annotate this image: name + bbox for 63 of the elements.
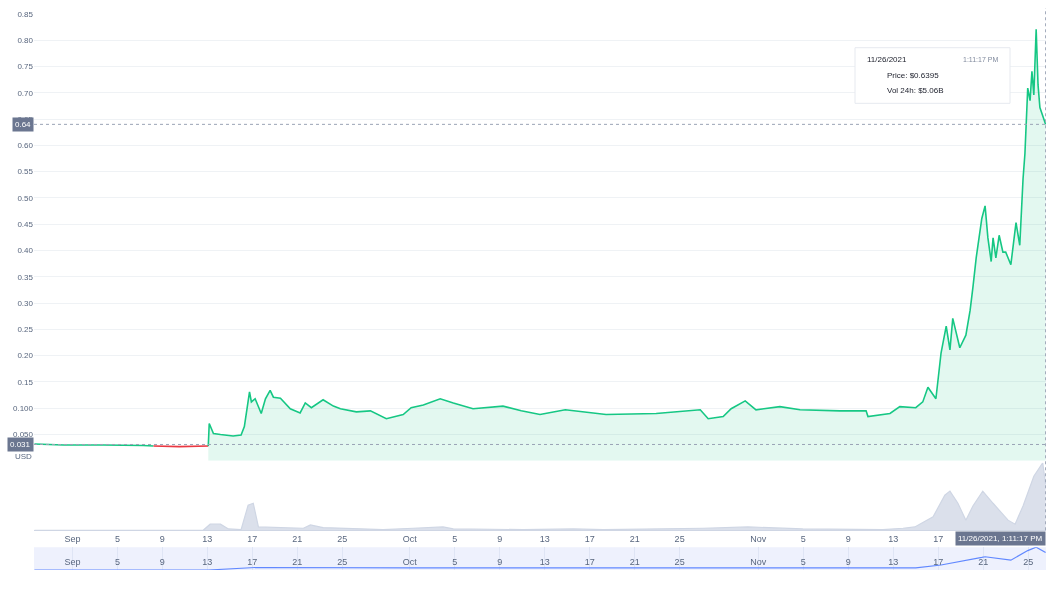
x-tick-label: 13: [202, 557, 213, 568]
ref-line-label: 0.031: [10, 440, 31, 449]
x-tick-label: 9: [845, 557, 851, 568]
x-tick-label: Nov: [750, 534, 767, 545]
x-tick-label: 17: [933, 534, 944, 545]
x-tick-label: 17: [584, 534, 595, 545]
x-tick-label: 25: [337, 557, 348, 568]
x-tick-label: 17: [247, 534, 258, 545]
x-tick-label: 13: [539, 557, 550, 568]
y-axis-title: USD: [15, 452, 33, 461]
x-tick-label: 5: [800, 557, 806, 568]
x-tick-label: 25: [337, 534, 348, 545]
y-tick-label: 0.100: [12, 404, 34, 414]
x-tick-label: 5: [452, 557, 458, 568]
x-tick-label: 5: [114, 534, 120, 545]
y-tick-label: 0.55: [17, 167, 34, 177]
x-tick-label: 17: [584, 557, 595, 568]
ref-line-label: 11/26/2021, 1:11:17 PM: [958, 534, 1043, 543]
x-tick-label: 9: [497, 557, 503, 568]
x-tick-label: 5: [452, 534, 458, 545]
y-tick-label: 0.85: [17, 9, 34, 19]
annotation: 11/26/2021: [867, 55, 907, 64]
x-tick-label: Oct: [402, 557, 418, 568]
x-tick-label: 17: [933, 557, 944, 568]
x-tick-label: 9: [159, 557, 165, 568]
annotation: Price: $0.6395: [887, 71, 940, 80]
y-tick-label: 0.50: [17, 193, 34, 203]
y-tick-label: 0.80: [17, 36, 34, 46]
x-tick-label: 25: [674, 557, 685, 568]
x-tick-label: 21: [292, 534, 303, 545]
ref-line-label: 0.64: [15, 120, 32, 129]
y-tick-label: 0.050: [12, 430, 34, 440]
x-tick-label: 13: [888, 534, 899, 545]
x-tick-label: 25: [1023, 557, 1034, 568]
x-tick-label: 25: [674, 534, 685, 545]
y-tick-label: 0.20: [17, 351, 34, 361]
x-tick-label: 13: [888, 557, 899, 568]
x-tick-label: Sep: [64, 534, 81, 545]
y-tick-label: 0.75: [17, 62, 34, 72]
y-tick-label: 0.25: [17, 325, 34, 335]
x-tick-label: Nov: [750, 557, 767, 568]
x-tick-label: Sep: [64, 557, 81, 568]
x-tick-label: 21: [292, 557, 303, 568]
y-tick-label: 0.40: [17, 246, 34, 256]
y-tick-label: 0.45: [17, 220, 34, 230]
y-tick-label: 0.30: [17, 298, 34, 308]
x-tick-label: 5: [800, 534, 806, 545]
y-tick-label: 0.70: [17, 88, 34, 98]
x-tick-label: 13: [539, 534, 550, 545]
x-tick-label: 13: [202, 534, 213, 545]
x-tick-label: 9: [497, 534, 503, 545]
y-tick-label: 0.60: [17, 141, 34, 151]
annotation: Vol 24h: $5.06B: [887, 86, 944, 95]
y-tick-label: 0.35: [17, 272, 34, 282]
x-tick-label: 9: [845, 534, 851, 545]
x-tick-label: 21: [629, 534, 640, 545]
x-tick-label: 9: [159, 534, 165, 545]
x-tick-label: 21: [978, 557, 989, 568]
x-tick-label: 21: [629, 557, 640, 568]
x-tick-label: Oct: [402, 534, 418, 545]
y-tick-label: 0.15: [17, 377, 34, 387]
x-tick-label: 5: [114, 557, 120, 568]
x-tick-label: 17: [247, 557, 258, 568]
